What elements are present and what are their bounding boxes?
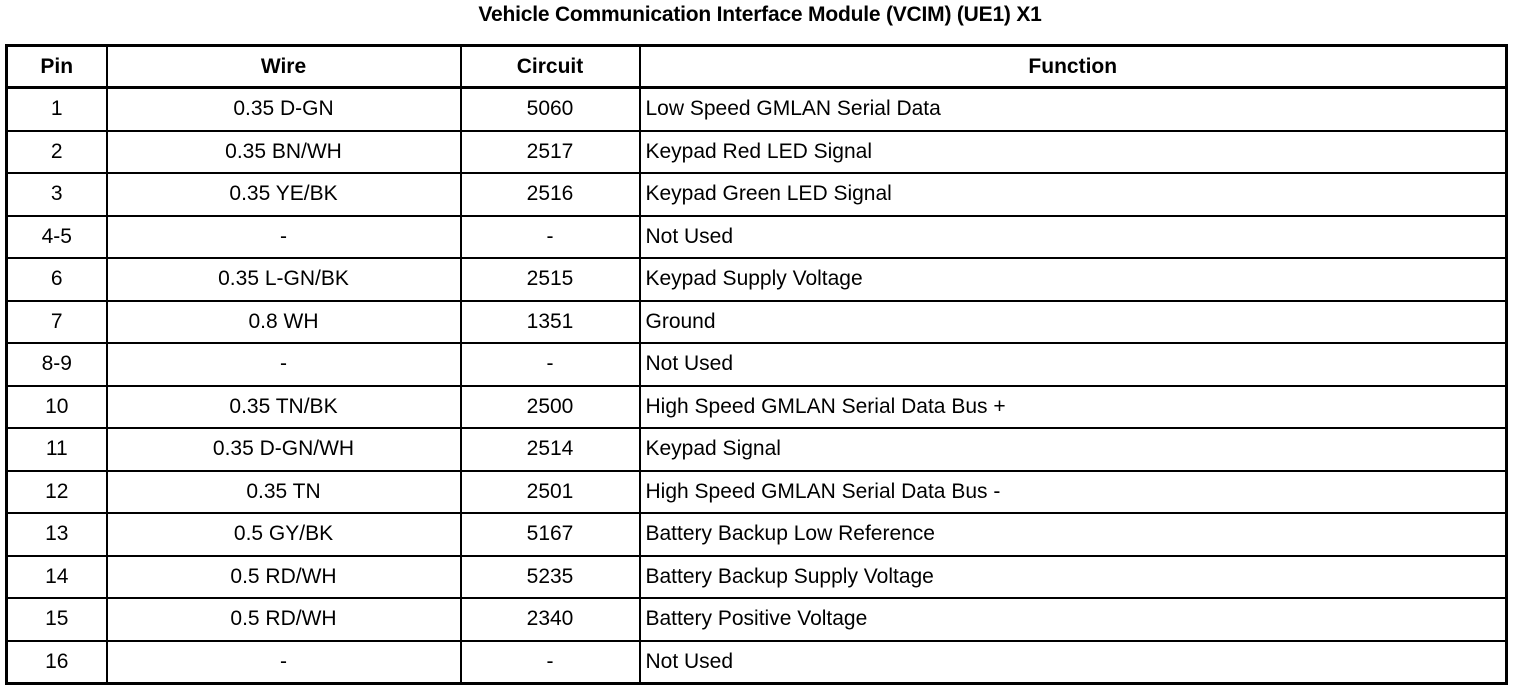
pin-cell: 11 (5, 427, 108, 472)
table-row: 11 0.35 D-GN/WH 2514 Keypad Signal (5, 427, 1508, 472)
pin-cell: 13 (5, 512, 108, 557)
wire-cell: 0.5 RD/WH (105, 597, 462, 642)
function-cell: Low Speed GMLAN Serial Data (638, 86, 1508, 132)
table-row: 1 0.35 D-GN 5060 Low Speed GMLAN Serial Dat… (5, 86, 1508, 132)
table-row: 6 0.35 L-GN/BK 2515 Keypad Supply Voltage (5, 257, 1508, 302)
wire-cell: 0.35 D-GN/WH (105, 427, 462, 472)
circuit-cell: 5060 (459, 86, 641, 132)
table-row: 3 0.35 YE/BK 2516 Keypad Green LED Signal (5, 172, 1508, 217)
table-row: 2 0.35 BN/WH 2517 Keypad Red LED Signal (5, 129, 1508, 174)
table-row: 15 0.5 RD/WH 2340 Battery Positive Voltage (5, 597, 1508, 642)
wire-cell: 0.5 RD/WH (105, 554, 462, 599)
circuit-cell: 2501 (459, 469, 641, 514)
document-title: Vehicle Communication Interface Module (… (478, 3, 1042, 26)
circuit-cell: - (459, 639, 641, 685)
pin-cell: 6 (5, 257, 108, 302)
circuit-cell: - (459, 214, 641, 259)
wire-cell: 0.35 YE/BK (105, 172, 462, 217)
wire-cell: - (105, 214, 462, 259)
pin-cell: 12 (5, 469, 108, 514)
pin-cell: 15 (5, 597, 108, 642)
table-row: 7 0.8 WH 1351 Ground (5, 299, 1508, 344)
table-row: 4-5- - Not Used (5, 214, 1508, 259)
table-row: 16- - Not Used (5, 639, 1508, 685)
wire-cell: - (105, 342, 462, 387)
function-cell: Not Used (638, 214, 1508, 259)
circuit-cell: 2517 (459, 129, 641, 174)
circuit-cell: 5167 (459, 512, 641, 557)
header-pin: Pin (5, 44, 108, 89)
circuit-cell: 2516 (459, 172, 641, 217)
header-circuit: Circuit (459, 44, 641, 89)
header-function: Function (638, 44, 1508, 89)
pin-cell: 4-5 (5, 214, 108, 259)
header-wire: Wire (105, 44, 462, 89)
wire-cell: 0.8 WH (105, 299, 462, 344)
circuit-cell: 1351 (459, 299, 641, 344)
function-cell: High Speed GMLAN Serial Data Bus + (638, 384, 1508, 429)
function-cell: Battery Backup Supply Voltage (638, 554, 1508, 599)
wire-cell: 0.35 TN (105, 469, 462, 514)
wire-cell: 0.35 BN/WH (105, 129, 462, 174)
table-header-row: Pin Wire Circuit Function (5, 44, 1508, 89)
circuit-cell: 5235 (459, 554, 641, 599)
table-row: 13 0.5 GY/BK 5167 Battery Backup Low Refere… (5, 512, 1508, 557)
table-row: 14 0.5 RD/WH 5235 Battery Backup Supply Vol… (5, 554, 1508, 599)
wire-cell: - (105, 639, 462, 685)
wire-cell: 0.35 D-GN (105, 86, 462, 132)
wire-cell: 0.35 L-GN/BK (105, 257, 462, 302)
function-cell: Keypad Red LED Signal (638, 129, 1508, 174)
function-cell: Battery Positive Voltage (638, 597, 1508, 642)
pin-cell: 2 (5, 129, 108, 174)
pin-cell: 8-9 (5, 342, 108, 387)
wire-cell: 0.5 GY/BK (105, 512, 462, 557)
wire-cell: 0.35 TN/BK (105, 384, 462, 429)
function-cell: Keypad Supply Voltage (638, 257, 1508, 302)
table-row: 8-9- - Not Used (5, 342, 1508, 387)
function-cell: Battery Backup Low Reference (638, 512, 1508, 557)
function-cell: Ground (638, 299, 1508, 344)
table-row: 12 0.35 TN 2501 High Speed GMLAN Serial Dat… (5, 469, 1508, 514)
function-cell: High Speed GMLAN Serial Data Bus - (638, 469, 1508, 514)
pin-cell: 14 (5, 554, 108, 599)
circuit-cell: 2515 (459, 257, 641, 302)
connector-pinout-table: Pin Wire Circuit Function 1 0.35 D-GN 5060… (5, 44, 1508, 685)
function-cell: Keypad Green LED Signal (638, 172, 1508, 217)
table-row: 10 0.35 TN/BK 2500 High Speed GMLAN Serial … (5, 384, 1508, 429)
pin-cell: 3 (5, 172, 108, 217)
pin-cell: 7 (5, 299, 108, 344)
pin-cell: 10 (5, 384, 108, 429)
function-cell: Not Used (638, 342, 1508, 387)
function-cell: Not Used (638, 639, 1508, 685)
circuit-cell: - (459, 342, 641, 387)
circuit-cell: 2340 (459, 597, 641, 642)
pin-cell: 16 (5, 639, 108, 685)
circuit-cell: 2500 (459, 384, 641, 429)
circuit-cell: 2514 (459, 427, 641, 472)
pin-cell: 1 (5, 86, 108, 132)
function-cell: Keypad Signal (638, 427, 1508, 472)
